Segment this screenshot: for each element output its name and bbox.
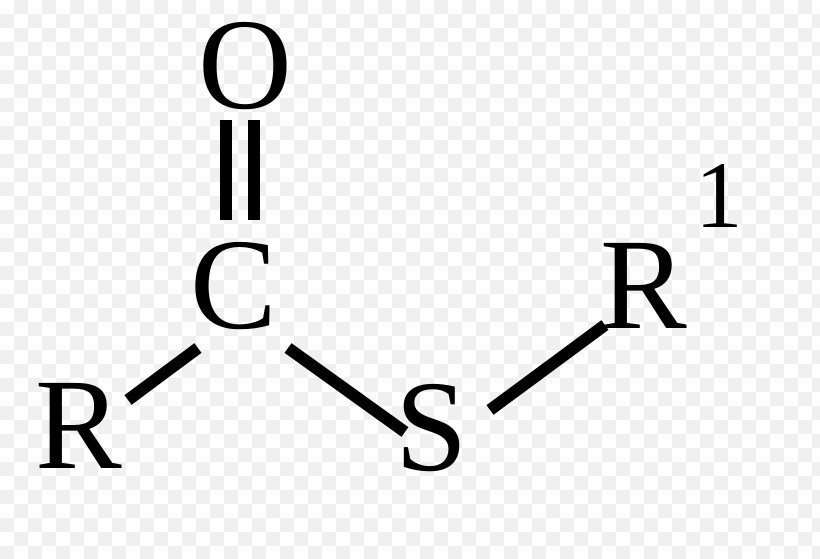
atom-R1: R <box>600 210 687 360</box>
bond-single <box>288 348 405 432</box>
atom-S: S <box>395 352 467 502</box>
atom-C: C <box>190 210 277 360</box>
bond-single <box>490 325 605 410</box>
chemical-structure-diagram: RCOSR1 <box>0 0 820 559</box>
atom-R: R <box>35 350 122 500</box>
bond-single <box>128 348 198 400</box>
atom-O: O <box>198 0 292 140</box>
superscript: 1 <box>695 140 743 250</box>
